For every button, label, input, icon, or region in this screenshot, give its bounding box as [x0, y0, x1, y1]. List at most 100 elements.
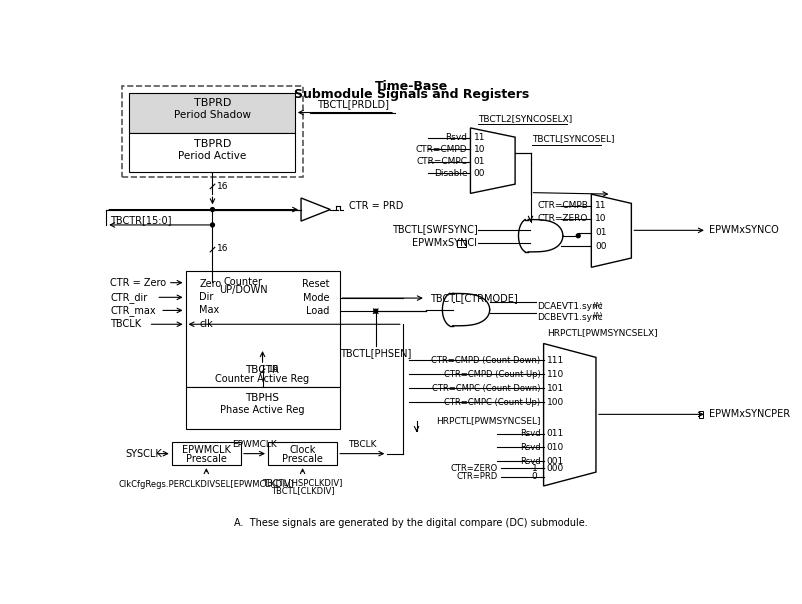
Bar	[129, 92, 294, 133]
Text: Rsvd: Rsvd	[519, 429, 540, 438]
Text: EPWMCLK: EPWMCLK	[232, 440, 276, 449]
Bar	[268, 442, 337, 465]
Text: 000: 000	[546, 464, 563, 473]
Text: 001: 001	[546, 457, 563, 466]
Text: TBCTL[PRDLD]: TBCTL[PRDLD]	[316, 98, 388, 109]
Text: Phase Active Reg: Phase Active Reg	[220, 405, 305, 415]
Text: 110: 110	[546, 370, 563, 379]
Text: Counter Active Reg: Counter Active Reg	[215, 374, 310, 384]
Text: CTR = Zero: CTR = Zero	[110, 278, 166, 288]
Bar	[121, 86, 302, 177]
Bar	[185, 271, 339, 387]
Text: 16: 16	[217, 243, 229, 252]
Text: 16: 16	[217, 182, 229, 191]
Text: 111: 111	[546, 356, 563, 365]
Text: 011: 011	[546, 429, 563, 438]
Text: HRPCTL[PWMSYNCSELX]: HRPCTL[PWMSYNCSELX]	[547, 329, 658, 338]
Text: TBCTL[CLKDIV]: TBCTL[CLKDIV]	[270, 486, 334, 495]
Text: Prescale: Prescale	[282, 454, 322, 464]
Text: 100: 100	[546, 397, 563, 406]
Text: CTR=CMPC (Count Up): CTR=CMPC (Count Up)	[444, 397, 540, 406]
Text: TBCTL[SWFSYNC]: TBCTL[SWFSYNC]	[391, 225, 476, 234]
Text: Reset: Reset	[302, 279, 329, 289]
Text: 0: 0	[531, 472, 537, 481]
Text: Period Active: Period Active	[178, 150, 246, 161]
Text: EPWMCLK: EPWMCLK	[182, 445, 230, 455]
Text: ClkCfgRegs.PERCLKDIVSEL[EPWMCLKDIV]: ClkCfgRegs.PERCLKDIVSEL[EPWMCLKDIV]	[119, 480, 294, 489]
Text: 00: 00	[473, 169, 484, 178]
Text: HRPCTL[PWMSYNCSEL]: HRPCTL[PWMSYNCSEL]	[435, 416, 540, 425]
Text: Clock: Clock	[289, 445, 315, 455]
Text: Counter: Counter	[224, 277, 262, 287]
Text: CTR=ZERO: CTR=ZERO	[450, 464, 496, 473]
Text: EPWMxSYNCI: EPWMxSYNCI	[412, 239, 476, 248]
Text: Zero: Zero	[199, 279, 221, 289]
Bar	[699, 411, 702, 418]
Text: Load: Load	[306, 306, 329, 316]
Text: 01: 01	[594, 228, 606, 237]
Text: (A): (A)	[592, 312, 602, 318]
Text: 10: 10	[473, 145, 484, 154]
Text: 11: 11	[594, 201, 606, 210]
Text: Prescale: Prescale	[186, 454, 226, 464]
Text: (A): (A)	[592, 301, 602, 307]
Text: CTR_max: CTR_max	[110, 305, 156, 316]
Bar	[185, 387, 339, 429]
Text: TBCTL2[SYNCOSELX]: TBCTL2[SYNCOSELX]	[477, 114, 572, 123]
Text: 00: 00	[594, 242, 606, 251]
Circle shape	[210, 223, 214, 227]
Text: DCBEVT1.sync: DCBEVT1.sync	[537, 313, 602, 322]
Text: A.  These signals are generated by the digital compare (DC) submodule.: A. These signals are generated by the di…	[234, 518, 587, 527]
Text: SYSCLK: SYSCLK	[125, 449, 162, 458]
Text: Rsvd: Rsvd	[519, 457, 540, 466]
Bar	[172, 442, 241, 465]
Text: TBCTL[SYNCOSEL]: TBCTL[SYNCOSEL]	[532, 134, 614, 143]
Text: 10: 10	[594, 214, 606, 223]
Circle shape	[210, 208, 214, 211]
Text: TBCTL[HSPCLKDIV]: TBCTL[HSPCLKDIV]	[262, 478, 342, 487]
Bar	[456, 240, 465, 247]
Text: Rsvd: Rsvd	[519, 443, 540, 452]
Text: Mode: Mode	[302, 293, 329, 303]
Text: EPWMxSYNCPER: EPWMxSYNCPER	[708, 410, 789, 419]
Bar	[129, 133, 294, 172]
Text: UP/DOWN: UP/DOWN	[219, 286, 267, 295]
Text: CTR=CMPD: CTR=CMPD	[415, 145, 467, 154]
Text: 1: 1	[531, 464, 537, 473]
Text: TBCLK: TBCLK	[347, 440, 375, 449]
Text: CTR=CMPD (Count Down): CTR=CMPD (Count Down)	[431, 356, 540, 365]
Text: EPWMxSYNCO: EPWMxSYNCO	[708, 225, 778, 236]
Text: CTR=CMPB: CTR=CMPB	[537, 201, 588, 210]
Text: TBPHS: TBPHS	[245, 393, 279, 403]
Circle shape	[374, 309, 377, 313]
Text: CTR=CMPD (Count Up): CTR=CMPD (Count Up)	[444, 370, 540, 379]
Text: 01: 01	[473, 157, 484, 166]
Text: CTR=CMPC: CTR=CMPC	[416, 157, 467, 166]
Text: Disable: Disable	[433, 169, 467, 178]
Text: Max: Max	[199, 306, 220, 315]
Text: Period Shadow: Period Shadow	[174, 110, 251, 120]
Text: TBPRD: TBPRD	[193, 98, 231, 108]
Text: CTR = PRD: CTR = PRD	[348, 202, 403, 211]
Text: TBCTL[PHSEN]: TBCTL[PHSEN]	[339, 349, 411, 359]
Text: clk: clk	[199, 320, 213, 329]
Text: 16: 16	[268, 365, 279, 374]
Text: CTR=PRD: CTR=PRD	[456, 472, 496, 481]
Text: 11: 11	[473, 133, 484, 143]
Circle shape	[576, 234, 580, 237]
Text: CTR=ZERO: CTR=ZERO	[537, 214, 588, 223]
Text: Time-Base: Time-Base	[374, 80, 448, 93]
Text: 010: 010	[546, 443, 563, 452]
Text: TBCTL[CTRMODE]: TBCTL[CTRMODE]	[429, 293, 516, 303]
Text: TBCTR: TBCTR	[245, 365, 279, 374]
Text: Rsvd: Rsvd	[445, 133, 467, 143]
Text: TBPRD: TBPRD	[193, 139, 231, 149]
Text: 101: 101	[546, 384, 563, 393]
Text: TBCLK: TBCLK	[110, 320, 141, 329]
Text: Submodule Signals and Registers: Submodule Signals and Registers	[294, 88, 529, 101]
Text: CTR_dir: CTR_dir	[110, 292, 147, 303]
Text: CTR=CMPC (Count Down): CTR=CMPC (Count Down)	[431, 384, 540, 393]
Text: TBCTR[15:0]: TBCTR[15:0]	[110, 215, 172, 225]
Text: Dir: Dir	[199, 292, 213, 303]
Text: DCAEVT1.sync: DCAEVT1.sync	[537, 302, 602, 311]
